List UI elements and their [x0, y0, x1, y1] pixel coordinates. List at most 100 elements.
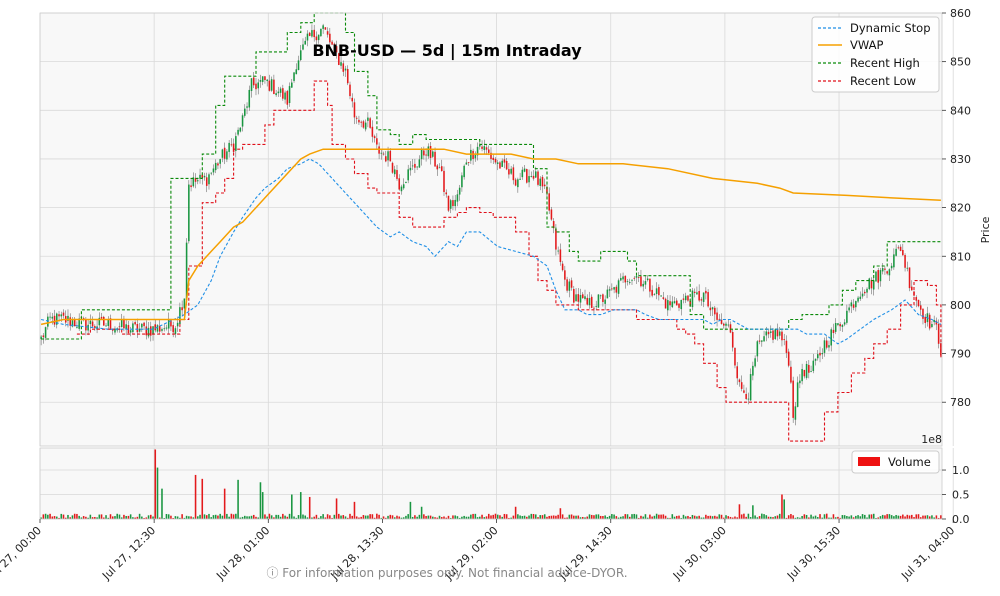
volume-bar [821, 517, 824, 519]
candle-body [866, 288, 868, 293]
candle-body [772, 330, 774, 340]
volume-bar [899, 515, 902, 519]
volume-bar [476, 517, 479, 519]
volume-bar [150, 514, 152, 519]
recent-low-line [76, 80, 942, 442]
candle-body [902, 249, 904, 256]
volume-bar [411, 516, 414, 519]
volume-bar [463, 515, 465, 519]
candle-body [895, 248, 897, 256]
volume-bar [210, 517, 213, 519]
candle-body [141, 323, 143, 328]
candle-body [570, 280, 573, 288]
candle-body [214, 162, 217, 171]
volume-bar [308, 496, 311, 519]
candle-body [181, 307, 183, 311]
candle-body [684, 295, 687, 301]
candle-body [586, 297, 589, 305]
volume-bar [338, 513, 340, 519]
volume-bar [429, 515, 432, 519]
volume-bar [624, 514, 627, 519]
candle-body [756, 341, 759, 357]
candle-body [174, 328, 177, 335]
candle-body [590, 296, 593, 308]
volume-bar [282, 513, 284, 519]
candle-body [868, 278, 871, 290]
volume-bar [250, 515, 253, 519]
volume-bar [752, 505, 754, 519]
volume-bar [678, 515, 680, 519]
volume-bar [181, 514, 183, 519]
volume-bar [163, 518, 166, 519]
candle-body [414, 163, 416, 168]
volume-legend-label: Volume [888, 455, 931, 469]
candle-body [432, 151, 434, 157]
candle-body [483, 146, 486, 151]
volume-bar [145, 517, 148, 519]
volume-bar [205, 515, 208, 519]
volume-bar [201, 478, 204, 519]
volume-bar [324, 517, 327, 519]
volume-bar [487, 513, 490, 519]
volume-bar [465, 516, 468, 519]
volume-bar [326, 514, 329, 519]
volume-bar [170, 515, 172, 519]
candle-body [803, 369, 806, 377]
volume-panel-border [39, 447, 943, 520]
y-tick-label: 780 [950, 396, 971, 409]
volume-bar [221, 515, 224, 519]
candle-body [418, 159, 421, 168]
volume-bar [528, 515, 530, 519]
candle-body [655, 288, 658, 294]
volume-bar [579, 517, 582, 519]
candle-body [543, 184, 546, 187]
volume-bar [700, 517, 703, 519]
volume-bar [640, 515, 642, 519]
volume-bar [80, 517, 83, 519]
volume-bar [228, 516, 230, 519]
candle-body [937, 323, 940, 344]
y-tick-label: 790 [950, 348, 971, 361]
volume-bar [573, 515, 575, 519]
volume-bar [687, 515, 689, 519]
candle-body [673, 301, 676, 304]
volume-bar [928, 516, 931, 519]
volume-bar [226, 513, 228, 519]
volume-bar [637, 517, 640, 519]
volume-bar [740, 514, 743, 519]
candle-body [517, 179, 519, 188]
candle-body [295, 69, 298, 75]
candle-body [329, 33, 331, 43]
volume-bar [503, 513, 506, 519]
volume-bar [908, 515, 911, 519]
candle-body [429, 145, 432, 158]
y-tick-label: 840 [950, 104, 971, 117]
candle-body [129, 330, 132, 333]
volume-bar [810, 514, 812, 519]
volume-bar [402, 517, 405, 519]
volume-bar [698, 515, 700, 519]
volume-bar [239, 517, 242, 519]
volume-bar [85, 516, 87, 519]
volume-bar [669, 517, 671, 519]
volume-bar [512, 515, 515, 519]
volume-bar [888, 514, 891, 519]
candle-body [470, 149, 472, 161]
candle-body [573, 288, 575, 303]
volume-bar [893, 516, 895, 519]
candle-body [434, 151, 436, 167]
candle-body [324, 27, 327, 30]
candle-body [904, 255, 906, 268]
volume-bar [799, 517, 801, 519]
volume-bar [702, 517, 705, 519]
volume-bar [387, 515, 389, 519]
volume-bar [514, 506, 517, 519]
candle-body [935, 320, 938, 325]
volume-panel [40, 448, 942, 519]
volume-bar [783, 499, 785, 519]
volume-bar [720, 514, 723, 519]
candle-body [371, 126, 374, 137]
volume-bar [311, 517, 313, 519]
volume-bar [158, 517, 161, 519]
candle-body [678, 303, 680, 308]
